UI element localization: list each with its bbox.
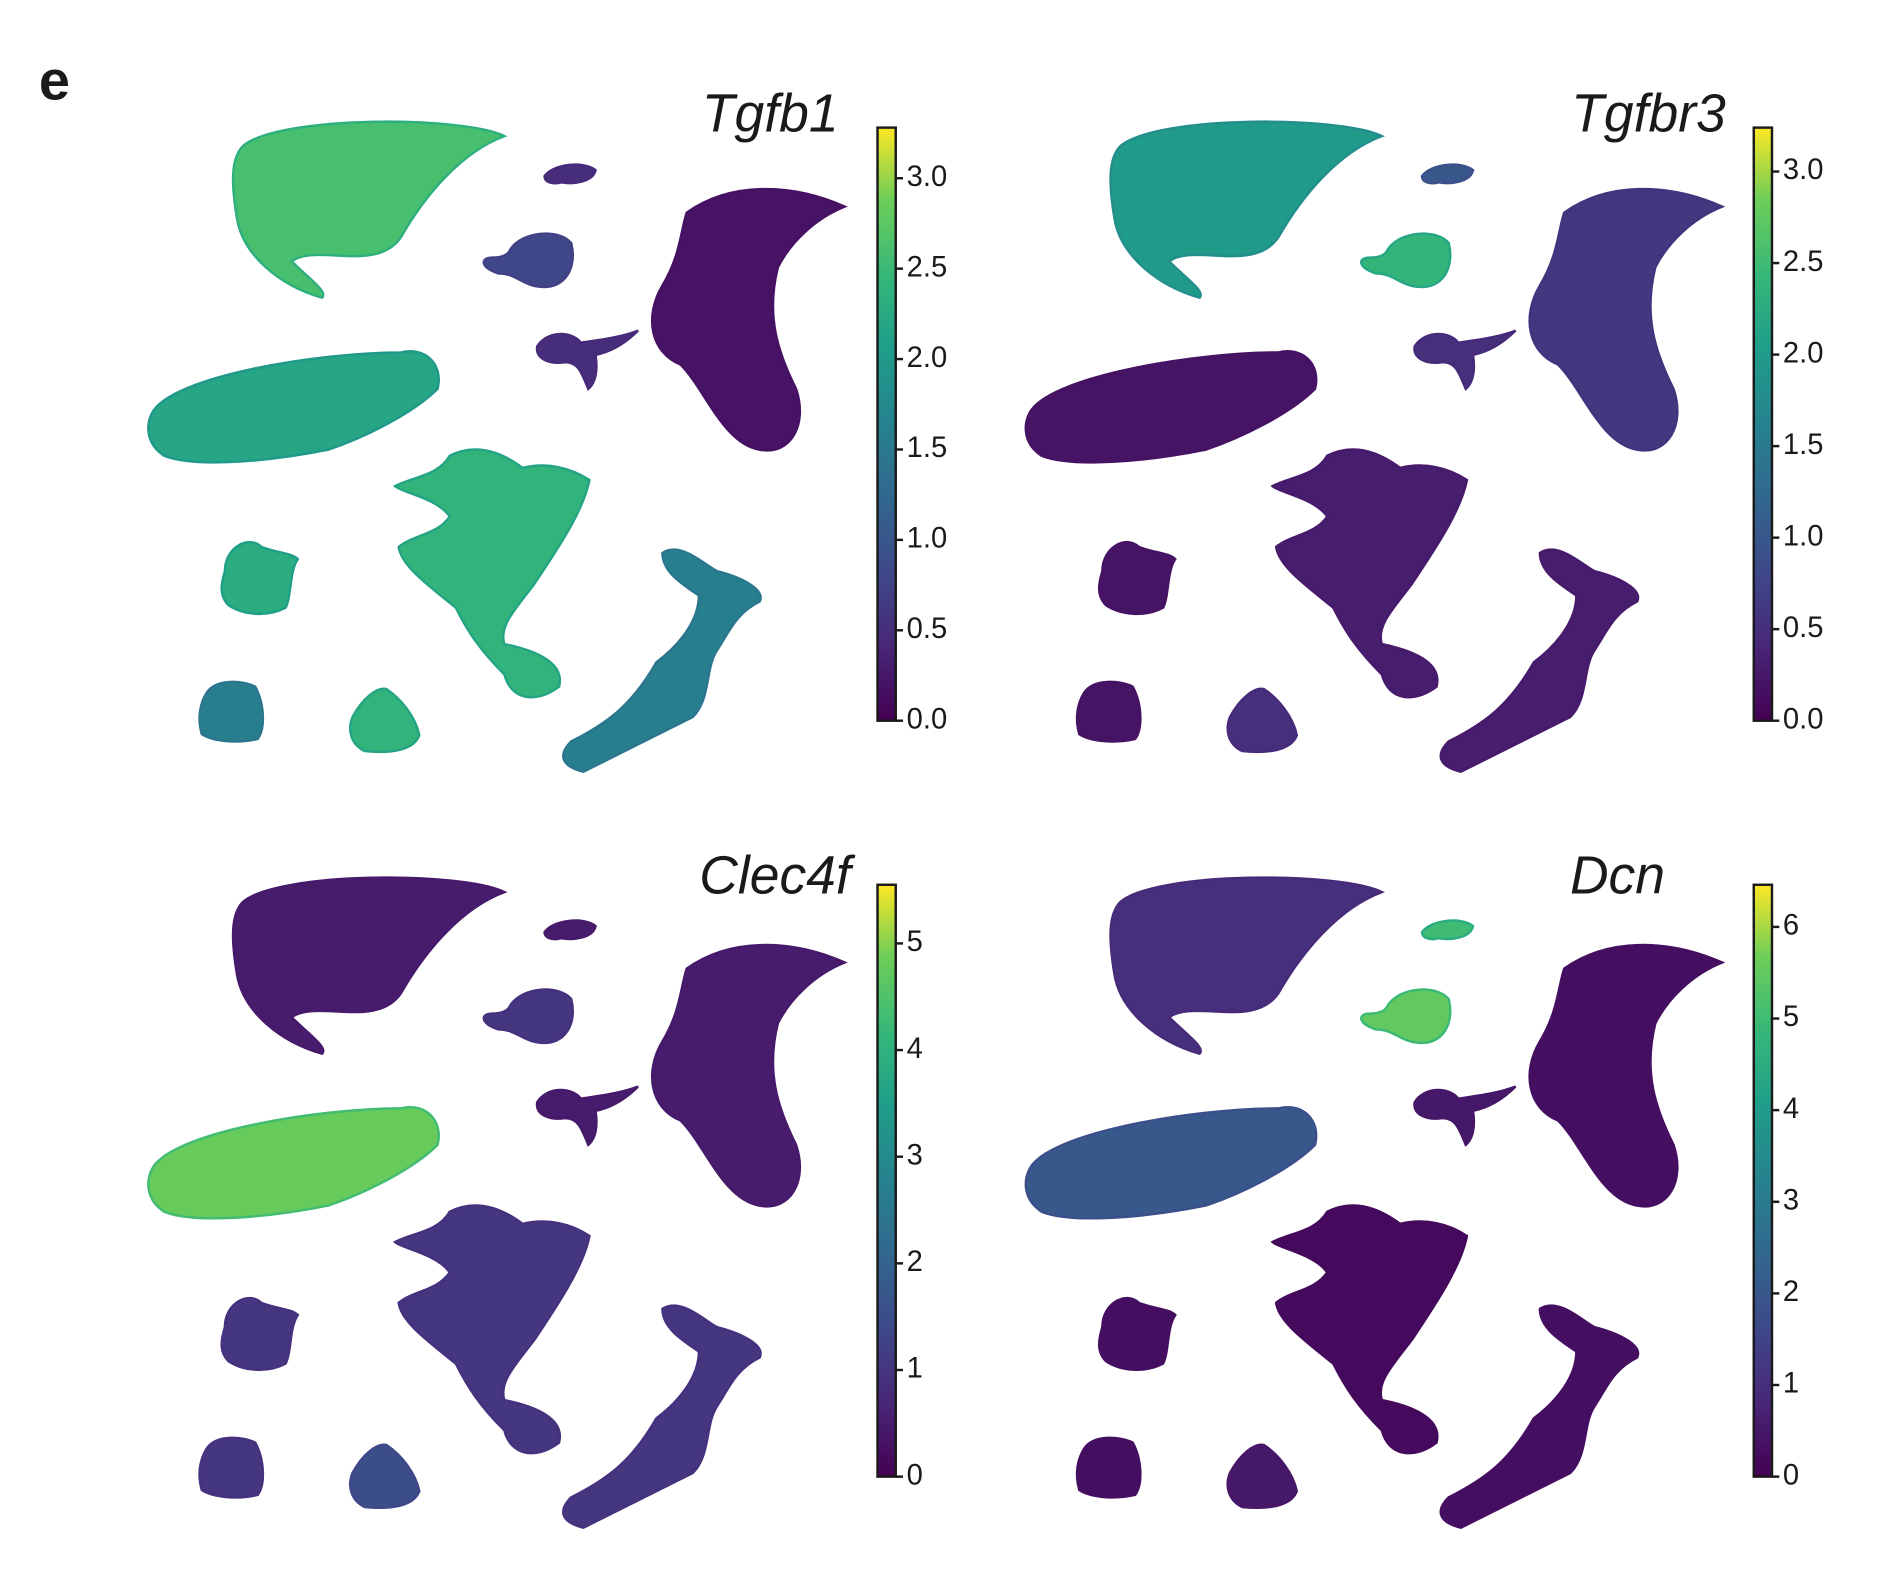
- colorbar-tick-label: 2: [1783, 1276, 1799, 1308]
- cluster: [392, 1204, 591, 1455]
- cluster: [1075, 680, 1142, 743]
- panel: Clec4f: [147, 846, 856, 1529]
- cluster: [147, 1106, 440, 1220]
- cluster: [1075, 1436, 1142, 1499]
- cluster: [650, 187, 848, 452]
- cluster: [392, 448, 591, 699]
- panel-title: Tgfb1: [702, 84, 839, 143]
- panel: Tgfbr3: [1024, 84, 1726, 774]
- cluster: [1360, 232, 1452, 289]
- cluster: [1528, 943, 1726, 1208]
- cluster: [231, 120, 508, 300]
- colorbar-tick-label: 5: [907, 926, 923, 958]
- cluster: [535, 329, 639, 391]
- colorbar-tick-label: 0.5: [907, 613, 948, 645]
- cluster: [1270, 1204, 1469, 1455]
- colorbar-tick-label: 2.5: [1783, 246, 1824, 278]
- colorbar-tick-label: 2.0: [1783, 337, 1824, 369]
- cluster: [1226, 1443, 1299, 1510]
- colorbar-tick-label: 1.5: [1783, 429, 1824, 461]
- cluster: [1270, 448, 1469, 699]
- colorbar-tick-label: 3.0: [907, 161, 948, 193]
- cluster: [1024, 350, 1318, 464]
- cluster: [1097, 1296, 1177, 1371]
- colorbar-tick-label: 2.0: [907, 342, 948, 374]
- colorbar-tick-label: 0.0: [907, 703, 948, 735]
- colorbar-tick-label: 5: [1783, 1001, 1799, 1033]
- cluster: [1528, 187, 1726, 452]
- colorbar-tick-label: 2.5: [907, 251, 948, 283]
- cluster: [543, 919, 597, 941]
- panel-title: Tgfbr3: [1571, 84, 1726, 143]
- cluster: [1413, 329, 1517, 391]
- colorbar-tick-label: 1.0: [1783, 520, 1824, 552]
- panel-title: Dcn: [1570, 846, 1665, 905]
- cluster: [1420, 163, 1475, 185]
- panel-title: Clec4f: [699, 846, 856, 905]
- colorbar-tick-label: 4: [1783, 1093, 1799, 1125]
- cluster: [1439, 548, 1640, 774]
- panel: Dcn: [1024, 846, 1726, 1529]
- colorbar-tick-label: 3: [907, 1139, 923, 1171]
- colorbar-tick-label: 6: [1783, 910, 1799, 942]
- colorbar-tick-label: 1.5: [907, 432, 948, 464]
- colorbar-tick-label: 1.0: [907, 523, 948, 555]
- cluster: [650, 943, 848, 1208]
- colorbar-tick-label: 0: [907, 1459, 923, 1491]
- cluster: [1439, 1304, 1640, 1529]
- cluster: [1360, 988, 1452, 1044]
- cluster: [349, 687, 421, 754]
- cluster: [349, 1443, 421, 1510]
- colorbar-tick-label: 1: [1783, 1368, 1799, 1400]
- cluster: [220, 541, 300, 615]
- colorbar: [876, 883, 897, 1478]
- cluster: [562, 548, 762, 774]
- cluster: [198, 680, 265, 743]
- cluster: [147, 350, 440, 464]
- colorbar: [1752, 883, 1774, 1478]
- colorbar-tick-label: 2: [907, 1246, 923, 1278]
- cluster: [1413, 1085, 1517, 1147]
- cluster: [1109, 120, 1385, 300]
- cluster: [482, 988, 574, 1044]
- colorbar-tick-label: 0.0: [1783, 703, 1824, 735]
- colorbar-tick-label: 1: [907, 1353, 923, 1385]
- colorbar-tick-label: 0.5: [1783, 612, 1824, 644]
- cluster: [1420, 919, 1475, 941]
- colorbar-tick-label: 3.0: [1783, 154, 1824, 186]
- colorbar-tick-label: 3: [1783, 1184, 1799, 1216]
- cluster: [1226, 687, 1299, 754]
- colorbar-tick-label: 4: [907, 1033, 923, 1065]
- cluster: [543, 163, 597, 185]
- panel: Tgfb1: [147, 84, 848, 774]
- cluster: [198, 1436, 265, 1499]
- cluster: [1024, 1106, 1318, 1220]
- cluster: [482, 232, 574, 289]
- cluster: [562, 1304, 762, 1529]
- cluster: [1097, 541, 1177, 615]
- colorbar: [876, 126, 897, 722]
- cluster: [1109, 876, 1385, 1056]
- colorbar: [1752, 126, 1774, 722]
- cluster: [220, 1296, 300, 1371]
- cluster: [231, 876, 508, 1056]
- panel-label: e: [39, 49, 70, 112]
- cluster: [535, 1085, 639, 1147]
- colorbar-tick-label: 0: [1783, 1459, 1799, 1491]
